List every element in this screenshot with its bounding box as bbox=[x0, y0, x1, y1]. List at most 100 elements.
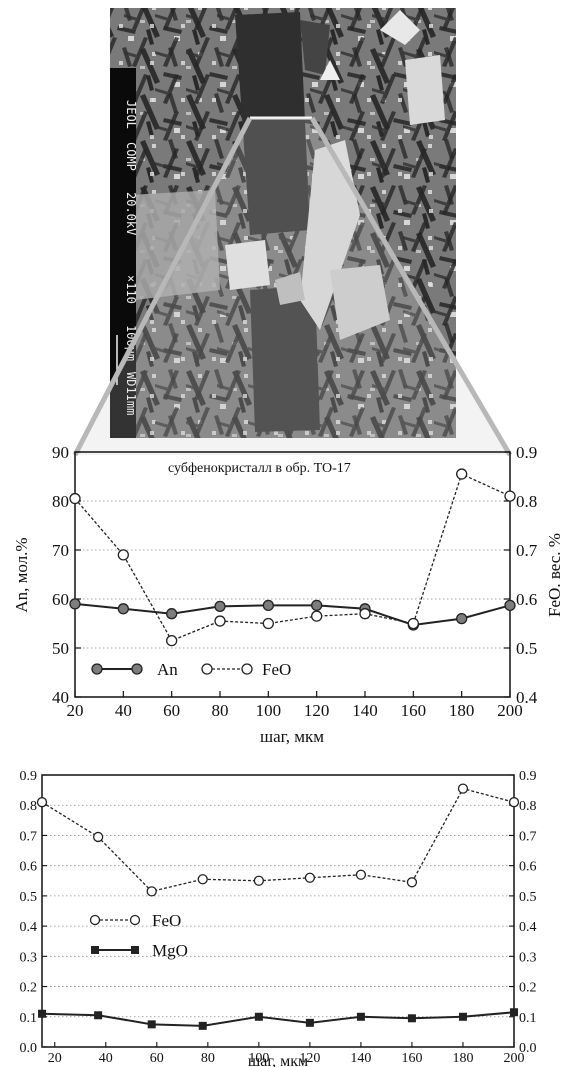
point2-feo bbox=[197, 874, 208, 885]
series2-feo-line bbox=[41, 787, 515, 893]
chart2-xtick-label: 200 bbox=[504, 1051, 525, 1066]
point-an bbox=[117, 603, 129, 615]
series2-mgo-line bbox=[41, 1011, 515, 1027]
point2-feo bbox=[92, 831, 104, 843]
crystal-upper bbox=[235, 12, 310, 235]
point2-feo bbox=[457, 783, 469, 794]
point2-mgo bbox=[356, 1012, 365, 1021]
chart2-xtick-label: 40 bbox=[99, 1051, 113, 1066]
chart2-ytick-right-label: 0.2 bbox=[519, 981, 537, 996]
legend2-mgo-label: MgO bbox=[152, 941, 188, 960]
chart2-xtick-label: 80 bbox=[201, 1051, 215, 1066]
crystal-lower bbox=[250, 285, 320, 432]
chart1-ytick-left-label: 40 bbox=[52, 688, 69, 707]
chart1-ytick-left-label: 60 bbox=[52, 590, 69, 609]
point2-feo bbox=[355, 869, 367, 880]
chart2-ytick-right-label: 0.1 bbox=[519, 1011, 537, 1026]
chart2-ytick-right-label: 0.4 bbox=[519, 920, 537, 935]
chart1-xlabel: шаг, мкм bbox=[260, 727, 324, 746]
chart2-ytick-left-label: 0.4 bbox=[20, 920, 38, 935]
chart1-ytick-right-label: 0.6 bbox=[516, 590, 537, 609]
chart1-xtick-label: 20 bbox=[67, 701, 84, 720]
chart-feo-mgo: 0.0 0.0 0.1 0.1 0.2 0.2 0.3 0.3 0.4 0.4 0.5 0.5 0.6 0… bbox=[20, 769, 537, 1067]
legend2-feo-marker-a bbox=[89, 914, 101, 926]
point-feo bbox=[504, 490, 516, 502]
legend-an-marker-b bbox=[131, 663, 143, 675]
sem-label-magnification: ×110 bbox=[124, 275, 138, 304]
sem-label-voltage: 20.0kV bbox=[124, 192, 138, 235]
point2-mgo bbox=[254, 1012, 263, 1021]
chart2-ytick-left-label: 0.0 bbox=[20, 1041, 38, 1056]
chart2-ytick-right-label: 0.3 bbox=[519, 950, 537, 965]
point-feo bbox=[262, 617, 274, 630]
point2-mgo bbox=[198, 1021, 207, 1030]
chart2-ytick-left-label: 0.6 bbox=[20, 860, 38, 875]
chart1-xtick-label: 40 bbox=[115, 701, 132, 720]
chart1-ytick-right-label: 0.9 bbox=[516, 443, 537, 462]
point-an bbox=[69, 598, 81, 610]
chart2-gridlines bbox=[42, 804, 514, 1018]
point2-mgo bbox=[510, 1008, 518, 1017]
sem-label-instrument: JEOL bbox=[124, 100, 138, 129]
point-an bbox=[166, 608, 178, 620]
point2-feo bbox=[508, 797, 520, 808]
point-feo bbox=[166, 635, 178, 647]
chart1-xtick-label: 100 bbox=[256, 701, 282, 720]
point-an bbox=[311, 599, 323, 612]
point2-mgo bbox=[38, 1009, 46, 1018]
chart2-xtick-label: 100 bbox=[248, 1051, 269, 1066]
chart2-frame bbox=[41, 774, 515, 1048]
chart1-ytick-right-label: 0.4 bbox=[516, 688, 538, 707]
chart2-ytick-left-label: 0.1 bbox=[20, 1011, 38, 1026]
chart1-xtick-label: 180 bbox=[449, 701, 475, 720]
chart2-xtick-label: 120 bbox=[299, 1051, 320, 1066]
sem-label-mode: COMP bbox=[124, 142, 138, 171]
chart1-frame bbox=[74, 451, 511, 698]
zoom-line-right bbox=[309, 116, 513, 457]
chart2-legend: FeO MgO bbox=[89, 911, 188, 960]
chart1-annotation: субфенокристалл в обр. ТО-17 bbox=[168, 461, 351, 476]
chart2-ytick-left-label: 0.9 bbox=[20, 769, 38, 784]
point-an bbox=[456, 612, 468, 625]
legend2-mgo-marker-b bbox=[131, 946, 139, 954]
point2-mgo bbox=[94, 1011, 103, 1020]
legend-an-marker-a bbox=[91, 663, 103, 675]
point-feo bbox=[407, 617, 419, 630]
chart2-ytick-left-label: 0.7 bbox=[20, 829, 38, 844]
chart1-ytick-left-label: 50 bbox=[52, 639, 69, 658]
chart1-xtick-label: 120 bbox=[304, 701, 330, 720]
sem-micrograph: JEOL COMP 20.0kV ×110 100μm WD11mm bbox=[110, 8, 456, 438]
chart1-xtick-label: 200 bbox=[497, 701, 523, 720]
legend-an-label: An bbox=[157, 660, 178, 679]
legend-feo-marker-a bbox=[201, 663, 213, 675]
zoom-line-left bbox=[72, 116, 253, 457]
chart2-xtick-label: 160 bbox=[401, 1051, 422, 1066]
series-feo-line bbox=[74, 473, 511, 642]
chart1-ytick-right-label: 0.7 bbox=[516, 541, 538, 560]
legend-feo-label: FeO bbox=[262, 660, 291, 679]
sem-label-wd: WD11mm bbox=[124, 372, 138, 415]
chart1-xtick-label: 80 bbox=[212, 701, 229, 720]
chart2-ytick-right-label: 0.8 bbox=[519, 799, 537, 814]
legend2-feo-marker-b bbox=[129, 914, 141, 926]
legend2-mgo-marker-a bbox=[91, 946, 99, 954]
point-an bbox=[262, 599, 274, 612]
chart2-ytick-right-label: 0.9 bbox=[519, 769, 537, 784]
legend-feo-marker-b bbox=[241, 663, 253, 675]
chart2-ytick-left-label: 0.3 bbox=[20, 950, 38, 965]
point2-feo bbox=[304, 872, 316, 883]
chart2-xtick-label: 20 bbox=[48, 1051, 62, 1066]
chart1-xtick-label: 140 bbox=[352, 701, 378, 720]
chart1-series bbox=[69, 468, 516, 647]
chart2-xtick-label: 140 bbox=[350, 1051, 371, 1066]
chart1-legend: An FeO bbox=[91, 660, 291, 679]
chart2-ytick-right-label: 0.6 bbox=[519, 860, 537, 875]
chart2-ytick-right-label: 0.5 bbox=[519, 890, 537, 905]
chart2-xlabel: шаг, мкм bbox=[248, 1053, 308, 1067]
chart2-series bbox=[36, 783, 520, 1030]
chart2-xtick-label: 60 bbox=[150, 1051, 164, 1066]
chart1-ytick-left-label: 90 bbox=[52, 443, 69, 462]
chart1-gridlines bbox=[75, 500, 510, 649]
